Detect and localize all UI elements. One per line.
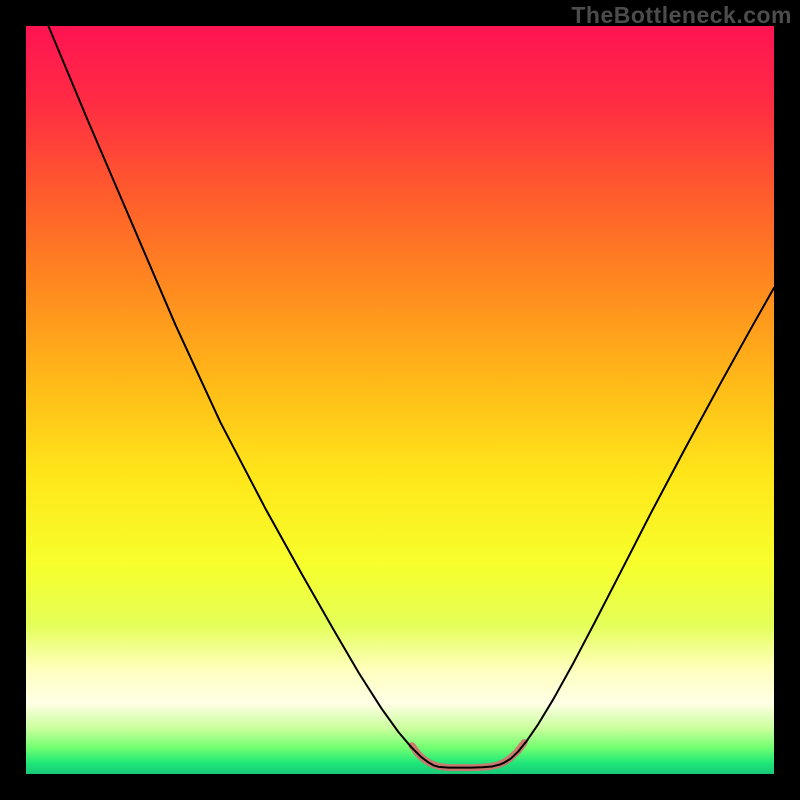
watermark-text: TheBottleneck.com (571, 2, 792, 29)
gradient-background (26, 26, 774, 774)
chart-stage: TheBottleneck.com (0, 0, 800, 800)
chart-svg (26, 26, 774, 774)
plot-area (26, 26, 774, 774)
